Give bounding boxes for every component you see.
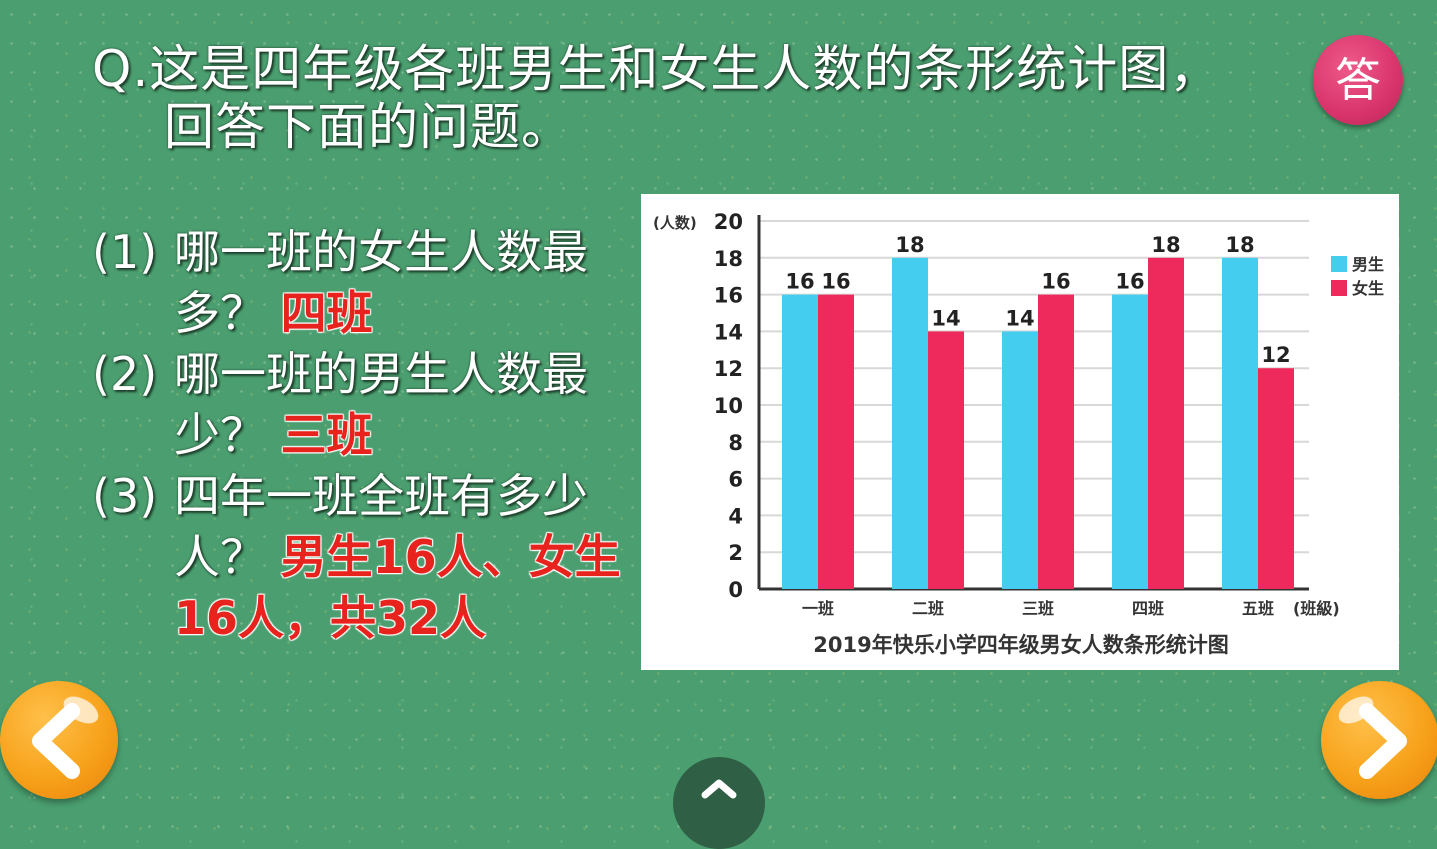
question-item-1: (1) 哪一班的女生人数最多？ 四班 [92, 222, 652, 344]
chart-title: 2019年快乐小学四年级男女人数条形统计图 [813, 633, 1228, 657]
y-tick-label: 8 [728, 431, 743, 455]
data-label: 14 [1005, 306, 1034, 330]
y-tick-label: 16 [714, 284, 743, 308]
y-tick-label: 12 [714, 357, 743, 381]
data-label: 12 [1261, 343, 1290, 367]
data-label: 16 [821, 270, 850, 294]
question-answer: 男生16人、女生16人，共32人 [174, 530, 621, 645]
question-text: 四年一班全班有多少人？ [174, 469, 588, 584]
data-label: 18 [895, 233, 924, 257]
question-item-2: (2) 哪一班的男生人数最少？ 三班 [92, 344, 652, 466]
legend-swatch [1331, 256, 1347, 272]
y-tick-label: 20 [714, 210, 743, 234]
y-tick-label: 14 [714, 320, 743, 344]
legend-swatch [1331, 280, 1347, 296]
y-tick-label: 10 [714, 394, 743, 418]
home-button[interactable] [673, 757, 765, 849]
y-axis-label: (人数) [653, 214, 697, 232]
legend-label: 女生 [1352, 279, 1384, 298]
question-title: Q.这是四年级各班男生和女生人数的条形统计图， 回答下面的问题。 [92, 40, 1220, 156]
bar-boys [1222, 257, 1258, 589]
x-tick-label: 一班 [802, 599, 834, 618]
answer-button[interactable]: 答 [1313, 35, 1403, 125]
question-answer: 三班 [280, 408, 373, 462]
bar-girls [818, 294, 854, 589]
question-text: 哪一班的女生人数最多？ [174, 225, 588, 340]
data-label: 16 [785, 270, 814, 294]
question-list: (1) 哪一班的女生人数最多？ 四班 (2) 哪一班的男生人数最少？ 三班 (3… [92, 222, 652, 649]
bar-boys [782, 294, 818, 589]
bar-girls [928, 331, 964, 589]
chevron-up-icon [701, 779, 737, 799]
bar-girls [1258, 368, 1294, 589]
legend-label: 男生 [1352, 255, 1384, 274]
x-tick-label: 二班 [912, 599, 944, 618]
bar-chart: 0 2 4 6 8 10 12 14 16 18 20 (人数) (班級) 16 16 一班 18 14 二班 14 1… [653, 210, 1384, 657]
bar-boys [1002, 331, 1038, 589]
x-tick-label: 五班 [1242, 599, 1274, 618]
bar-boys [1112, 294, 1148, 589]
data-label: 16 [1041, 270, 1070, 294]
bar-chart-panel: 0 2 4 6 8 10 12 14 16 18 20 (人数) (班級) 16 16 一班 18 14 二班 14 1… [641, 194, 1399, 670]
data-label: 18 [1225, 233, 1254, 257]
y-tick-label: 2 [728, 541, 743, 565]
next-button[interactable] [1321, 681, 1437, 799]
question-number: (1) [92, 225, 158, 279]
bar-boys [892, 257, 928, 589]
x-tick-label: 四班 [1132, 599, 1164, 618]
question-answer: 四班 [280, 286, 373, 340]
y-tick-label: 0 [728, 578, 743, 602]
question-item-3: (3) 四年一班全班有多少人？ 男生16人、女生16人，共32人 [92, 466, 652, 649]
chevron-left-icon [32, 703, 80, 779]
data-label: 16 [1115, 270, 1144, 294]
bar-girls [1038, 294, 1074, 589]
question-line-2: 回答下面的问题。 [164, 98, 572, 156]
chevron-right-icon [1359, 703, 1407, 779]
question-number: (2) [92, 347, 158, 401]
x-axis-label: (班級) [1293, 599, 1340, 618]
previous-button[interactable] [0, 681, 118, 799]
question-text: 哪一班的男生人数最少？ [174, 347, 588, 462]
question-line-1: Q.这是四年级各班男生和女生人数的条形统计图， [92, 40, 1221, 98]
y-tick-label: 6 [728, 468, 743, 492]
x-tick-label: 三班 [1022, 599, 1054, 618]
bar-girls [1148, 257, 1184, 589]
y-tick-label: 4 [728, 504, 743, 528]
y-tick-label: 18 [714, 247, 743, 271]
question-number: (3) [92, 469, 158, 523]
data-label: 14 [931, 306, 960, 330]
data-label: 18 [1151, 233, 1180, 257]
